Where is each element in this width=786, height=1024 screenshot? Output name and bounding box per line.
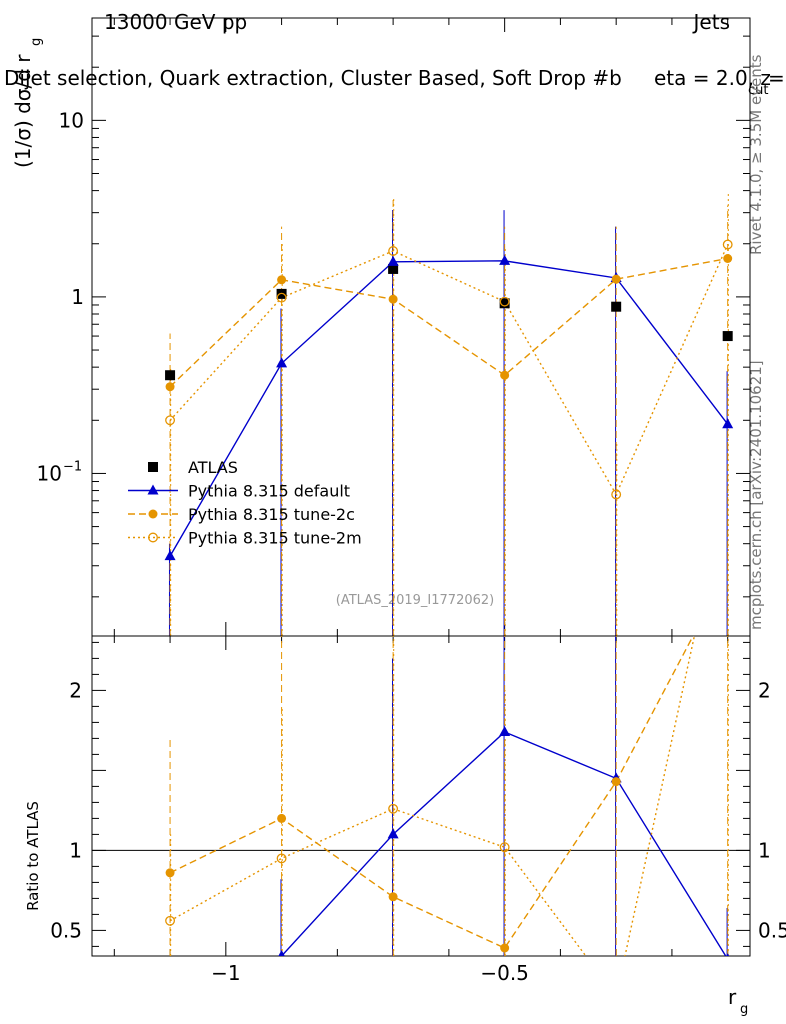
data-point [164,550,176,561]
ratio-ytick-label: 0.5 [50,918,82,942]
data-point [165,370,176,381]
data-point [499,254,511,265]
data-point [611,274,621,284]
main-ylabel-sub: g [29,38,44,46]
xtick-label: −1 [211,961,240,985]
series-line [169,257,728,388]
data-point [388,246,399,256]
data-point [500,370,510,380]
mcplots-label: mcplots.cern.ch [arXiv:2401.10621] [747,360,765,630]
ratio-point [165,915,176,926]
ratio-series [165,636,730,1001]
main-series [164,192,734,636]
main-ylabel-text: (1/σ) dσ/d r [11,54,35,168]
ratio-point [278,950,285,956]
main-ytick-exp: −1 [63,459,82,474]
data-point [387,255,399,266]
ratio-series-line [169,636,694,949]
data-point [499,296,510,307]
legend-marker [147,484,159,495]
legend-label: Pythia 8.315 tune-2c [188,505,355,524]
process-label: Jets [692,10,730,34]
ratio-ytick-label-right: 1 [758,838,771,862]
data-point [611,301,622,312]
series-line [169,244,729,497]
ratio-point [499,726,511,736]
ratio-point [165,989,176,999]
ratio-point [277,813,287,823]
ratio-point [388,803,399,814]
legend-label: Pythia 8.315 tune-2m [188,529,362,548]
ratio-ylabel: Ratio to ATLAS [24,801,42,911]
data-point [277,275,287,285]
xlabel-sub: g [740,1002,748,1017]
subtitle-beta: eta = 2.0, z [654,66,771,90]
series-line [169,260,729,557]
ratio-panel: −1 −0.5 0.5 0.5 1 1 2 2 [50,635,786,1001]
data-point [276,357,288,368]
data-point [165,382,175,392]
subtitle-tail: = [768,66,785,90]
main-ytick-label: 10 [59,108,84,132]
legend-label: ATLAS [188,458,238,477]
rivet-label: Rivet 4.1.0, ≥ 3.5M events [747,54,765,255]
ratio-ytick-label: 2 [69,678,82,702]
ratio-point [500,943,510,953]
ratio-series-line [169,636,696,956]
ratio-point [388,892,398,902]
legend-marker [148,509,158,519]
ratio-point [611,777,621,787]
ratio-series-line [279,731,727,956]
data-point [499,298,510,309]
ratio-frame [91,635,751,957]
ratio-point [726,953,730,956]
main-ylabel: (1/σ) dσ/d r g [11,38,44,168]
legend-marker [148,462,158,472]
data-point [276,292,287,303]
data-point [165,415,176,426]
analysis-tag: (ATLAS_2019_I1772062) [336,593,494,608]
data-point [722,418,734,429]
ratio-point [276,853,287,864]
ratio-ytick-label: 1 [69,838,82,862]
ratio-ytick-label-right: 0.5 [758,918,786,942]
data-point [722,239,733,250]
ratio-point [387,828,399,839]
legend-marker [148,532,158,543]
xtick-label: −0.5 [480,961,529,985]
ratio-point [612,992,621,1001]
legend: ATLAS Pythia 8.315 default Pythia 8.315 tu… [128,458,362,548]
main-ytick-label: 10 [37,461,62,485]
subtitle-main: Dijet selection, Quark extraction, Clust… [4,66,622,90]
subtitle-cut: cut [748,83,768,98]
data-point [388,263,399,274]
data-point [722,331,733,342]
main-ytick-label: 1 [71,285,84,309]
data-point [723,254,733,264]
xlabel: r [728,985,737,1009]
ratio-ytick-label-right: 2 [758,678,771,702]
energy-label: 13000 GeV pp [104,10,247,34]
data-point [611,489,622,500]
ratio-point [499,842,510,853]
legend-label: Pythia 8.315 default [188,482,350,501]
ratio-point [165,868,175,878]
data-point [388,294,398,304]
